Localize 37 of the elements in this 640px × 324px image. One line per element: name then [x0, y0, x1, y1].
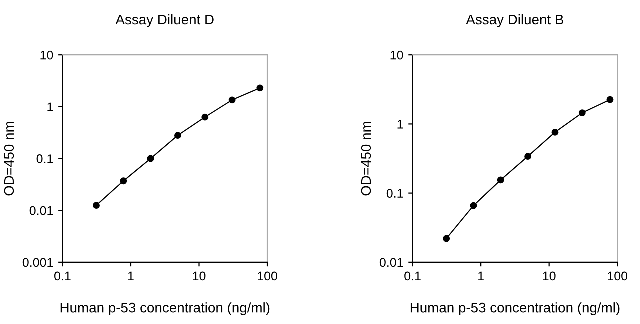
- y-tick-label: 0.001: [22, 258, 54, 268]
- y-tick-label: 10: [390, 50, 404, 60]
- point: [524, 153, 532, 160]
- y-axis-title: OD=450 nm: [361, 122, 372, 196]
- y-tick-label: 1: [398, 120, 404, 129]
- y-tick-label: 0.1: [386, 189, 404, 198]
- x-tick-label: 100: [258, 272, 278, 281]
- point: [552, 128, 559, 136]
- y-axis-title: OD=450 nm: [4, 122, 14, 196]
- x-tick-label: 1: [128, 272, 134, 281]
- x-tick-label: 0.1: [54, 272, 71, 281]
- y-tick-label: 0.01: [380, 258, 404, 268]
- chart-title: Assay Diluent D: [116, 14, 214, 28]
- point: [93, 202, 100, 210]
- point: [174, 132, 182, 140]
- chart-title: Assay Diluent B: [466, 14, 564, 28]
- point: [120, 178, 128, 185]
- point: [497, 176, 504, 184]
- x-axis-title: Human p-53 concentration (ng/ml): [60, 302, 270, 316]
- x-tick-label: 1: [478, 272, 484, 281]
- point: [202, 114, 209, 121]
- x-tick-label: 0.1: [404, 272, 421, 281]
- y-tick-label: 1: [48, 102, 54, 112]
- x-tick-label: 10: [193, 272, 206, 281]
- point: [606, 96, 614, 104]
- x-tick-label: 10: [543, 272, 556, 281]
- y-tick-label: 0.01: [30, 206, 54, 216]
- point: [578, 110, 586, 117]
- point: [470, 202, 478, 210]
- point: [147, 155, 154, 162]
- x-axis-title: Human p-53 concentration (ng/ml): [410, 302, 620, 316]
- x-tick-label: 100: [608, 272, 628, 281]
- point: [256, 84, 264, 92]
- point: [443, 235, 450, 242]
- y-tick-label: 10: [40, 50, 54, 60]
- y-tick-label: 0.1: [36, 154, 54, 164]
- point: [228, 96, 236, 104]
